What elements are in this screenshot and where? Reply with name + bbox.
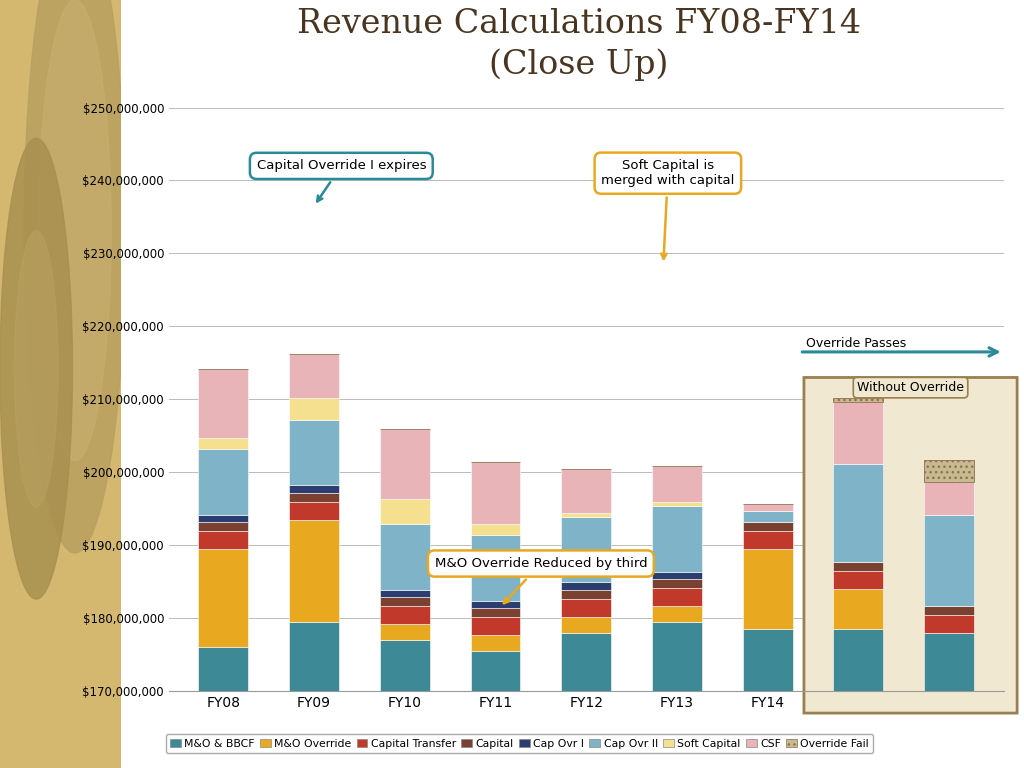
- Bar: [561, 633, 611, 768]
- Bar: [834, 464, 884, 562]
- Bar: [471, 535, 520, 601]
- Bar: [199, 522, 249, 531]
- Bar: [471, 651, 520, 768]
- Bar: [742, 629, 793, 768]
- Bar: [561, 582, 611, 590]
- Circle shape: [0, 138, 73, 599]
- Bar: [561, 590, 611, 598]
- Bar: [652, 579, 701, 588]
- Bar: [380, 524, 430, 590]
- Bar: [380, 498, 430, 524]
- Text: Override Passes: Override Passes: [806, 336, 906, 349]
- Bar: [289, 493, 339, 502]
- Bar: [652, 506, 701, 571]
- Bar: [471, 601, 520, 608]
- Bar: [742, 549, 793, 629]
- FancyBboxPatch shape: [804, 377, 1017, 713]
- Bar: [742, 531, 793, 549]
- Bar: [380, 606, 430, 624]
- Bar: [742, 511, 793, 522]
- Bar: [380, 624, 430, 641]
- Circle shape: [14, 230, 58, 507]
- Bar: [652, 606, 701, 622]
- Text: M&O Override Reduced by third: M&O Override Reduced by third: [434, 557, 647, 603]
- Bar: [289, 485, 339, 493]
- Bar: [289, 398, 339, 420]
- Bar: [742, 522, 793, 531]
- Bar: [380, 641, 430, 768]
- Bar: [471, 608, 520, 617]
- Bar: [199, 531, 249, 549]
- Bar: [289, 420, 339, 485]
- Bar: [561, 617, 611, 633]
- Bar: [561, 469, 611, 513]
- Bar: [834, 629, 884, 768]
- Bar: [834, 589, 884, 629]
- Bar: [199, 549, 249, 647]
- Bar: [289, 354, 339, 398]
- Bar: [834, 562, 884, 571]
- Bar: [289, 622, 339, 768]
- Bar: [652, 502, 701, 506]
- Bar: [561, 517, 611, 582]
- Bar: [652, 465, 701, 502]
- Legend: M&O & BBCF, M&O Override, Capital Transfer, Capital, Cap Ovr I, Cap Ovr II, Soft: M&O & BBCF, M&O Override, Capital Transf…: [166, 734, 873, 753]
- Bar: [471, 462, 520, 524]
- Bar: [652, 571, 701, 579]
- Text: Soft Capital is
merged with capital: Soft Capital is merged with capital: [601, 159, 734, 259]
- Bar: [924, 633, 974, 768]
- Text: Capital Override I expires: Capital Override I expires: [256, 160, 426, 201]
- Bar: [924, 614, 974, 633]
- Bar: [380, 429, 430, 498]
- Bar: [834, 398, 884, 402]
- Bar: [199, 449, 249, 515]
- Bar: [742, 504, 793, 511]
- Text: Without Override: Without Override: [857, 381, 964, 394]
- Bar: [834, 402, 884, 464]
- Text: Revenue Calculations FY08-FY14
(Close Up): Revenue Calculations FY08-FY14 (Close Up…: [297, 8, 860, 81]
- Bar: [924, 515, 974, 606]
- Bar: [380, 590, 430, 597]
- Bar: [652, 622, 701, 768]
- Bar: [471, 617, 520, 635]
- Circle shape: [25, 0, 126, 553]
- Circle shape: [39, 0, 112, 461]
- Bar: [380, 597, 430, 606]
- Bar: [924, 482, 974, 515]
- Bar: [652, 588, 701, 606]
- Bar: [924, 606, 974, 614]
- Bar: [471, 524, 520, 535]
- Bar: [561, 598, 611, 617]
- Bar: [834, 571, 884, 589]
- Bar: [924, 460, 974, 482]
- Bar: [561, 513, 611, 517]
- Bar: [289, 502, 339, 520]
- Bar: [199, 438, 249, 449]
- Bar: [199, 369, 249, 438]
- Bar: [199, 515, 249, 522]
- Bar: [199, 647, 249, 768]
- Bar: [471, 635, 520, 651]
- Bar: [289, 520, 339, 622]
